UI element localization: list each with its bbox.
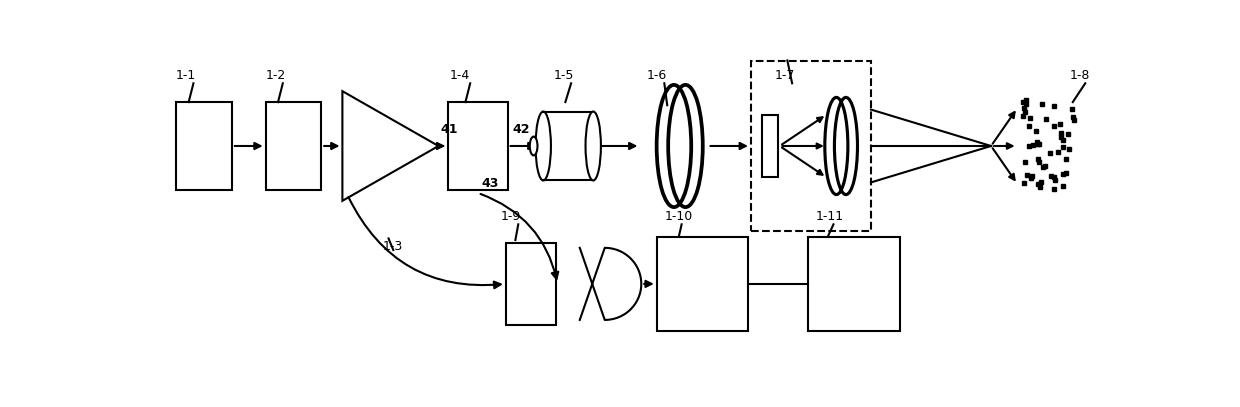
- Text: 1-7: 1-7: [775, 69, 795, 82]
- Text: 1-3: 1-3: [383, 240, 403, 252]
- Text: 1-1: 1-1: [176, 69, 196, 82]
- Ellipse shape: [529, 137, 537, 155]
- FancyBboxPatch shape: [265, 102, 321, 190]
- FancyBboxPatch shape: [448, 102, 507, 190]
- Text: 1-9: 1-9: [501, 210, 521, 223]
- Text: 41: 41: [440, 123, 458, 136]
- Ellipse shape: [585, 112, 601, 180]
- FancyBboxPatch shape: [506, 243, 556, 325]
- Text: 1-2: 1-2: [265, 69, 285, 82]
- Text: 42: 42: [512, 123, 529, 136]
- Text: 1-4: 1-4: [450, 69, 470, 82]
- FancyBboxPatch shape: [808, 237, 900, 331]
- FancyBboxPatch shape: [657, 237, 748, 331]
- Text: 43: 43: [481, 177, 500, 190]
- Bar: [763, 115, 777, 177]
- Text: 1-6: 1-6: [647, 69, 667, 82]
- Text: 1-5: 1-5: [554, 69, 574, 82]
- FancyBboxPatch shape: [751, 61, 870, 231]
- Text: 1-11: 1-11: [816, 210, 844, 223]
- Text: 1-8: 1-8: [1070, 69, 1090, 82]
- FancyBboxPatch shape: [176, 102, 232, 190]
- Text: 1-10: 1-10: [665, 210, 693, 223]
